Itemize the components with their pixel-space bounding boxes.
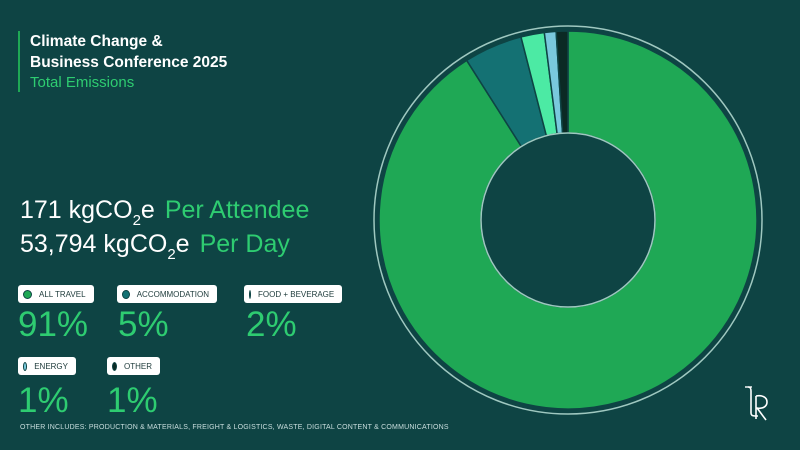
legend-pill-all-travel: ALL TRAVEL bbox=[18, 285, 94, 303]
percent-accommodation: 5% bbox=[118, 305, 169, 344]
page-subtitle: Total Emissions bbox=[30, 74, 135, 91]
donut-hole bbox=[480, 132, 656, 308]
percent-energy: 1% bbox=[18, 381, 69, 420]
legend-pill-energy: ENERGY bbox=[18, 357, 76, 375]
legend-pill-accommodation: ACCOMMODATION bbox=[117, 285, 217, 303]
legend-dot-icon bbox=[122, 289, 130, 299]
page-title-line2: Business Conference 2025 bbox=[30, 54, 228, 71]
footnote: OTHER INCLUDES: PRODUCTION & MATERIALS, … bbox=[20, 424, 449, 431]
legend-dot-icon bbox=[112, 361, 117, 371]
legend-dot-icon bbox=[23, 361, 28, 371]
donut-outer-ring bbox=[373, 25, 763, 415]
stat-per-day: 53,794 kgCO2e Per Day bbox=[20, 230, 290, 263]
legend-dot-icon bbox=[23, 289, 32, 299]
legend-pill-other: OTHER bbox=[107, 357, 160, 375]
percent-food-beverage: 2% bbox=[246, 305, 297, 344]
percent-other: 1% bbox=[107, 381, 158, 420]
stat-per-attendee: 171 kgCO2e Per Attendee bbox=[20, 196, 310, 229]
page-title-line1: Climate Change & bbox=[30, 33, 163, 50]
stat-label: Per Day bbox=[199, 230, 290, 258]
legend-dot-icon bbox=[249, 289, 251, 299]
legend-pill-food-beverage: FOOD + BEVERAGE bbox=[244, 285, 342, 303]
title-block: Climate Change & Business Conference 202… bbox=[18, 31, 227, 92]
lr-logo-icon bbox=[745, 386, 768, 421]
stat-value: 171 kgCO2e bbox=[20, 196, 155, 229]
stat-value: 53,794 kgCO2e bbox=[20, 230, 190, 263]
percent-all-travel: 91% bbox=[18, 305, 89, 344]
stat-label: Per Attendee bbox=[164, 196, 310, 224]
